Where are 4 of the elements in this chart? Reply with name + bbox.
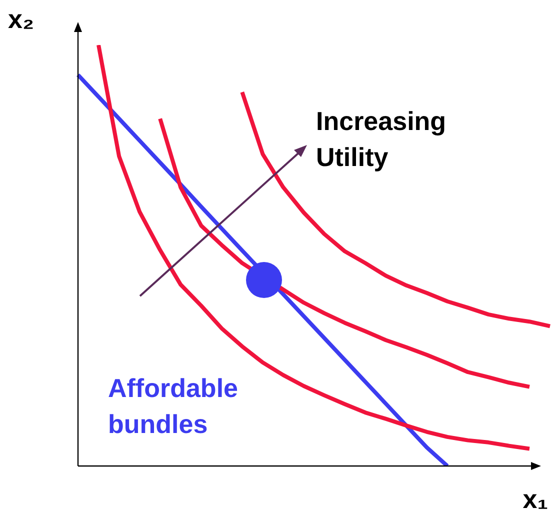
x-axis-title: x₁ [522, 484, 548, 514]
text: Affordable bundles [108, 373, 238, 439]
y-axis-title: x₂ [8, 4, 34, 34]
annotation: Increasing Utility [316, 106, 446, 172]
